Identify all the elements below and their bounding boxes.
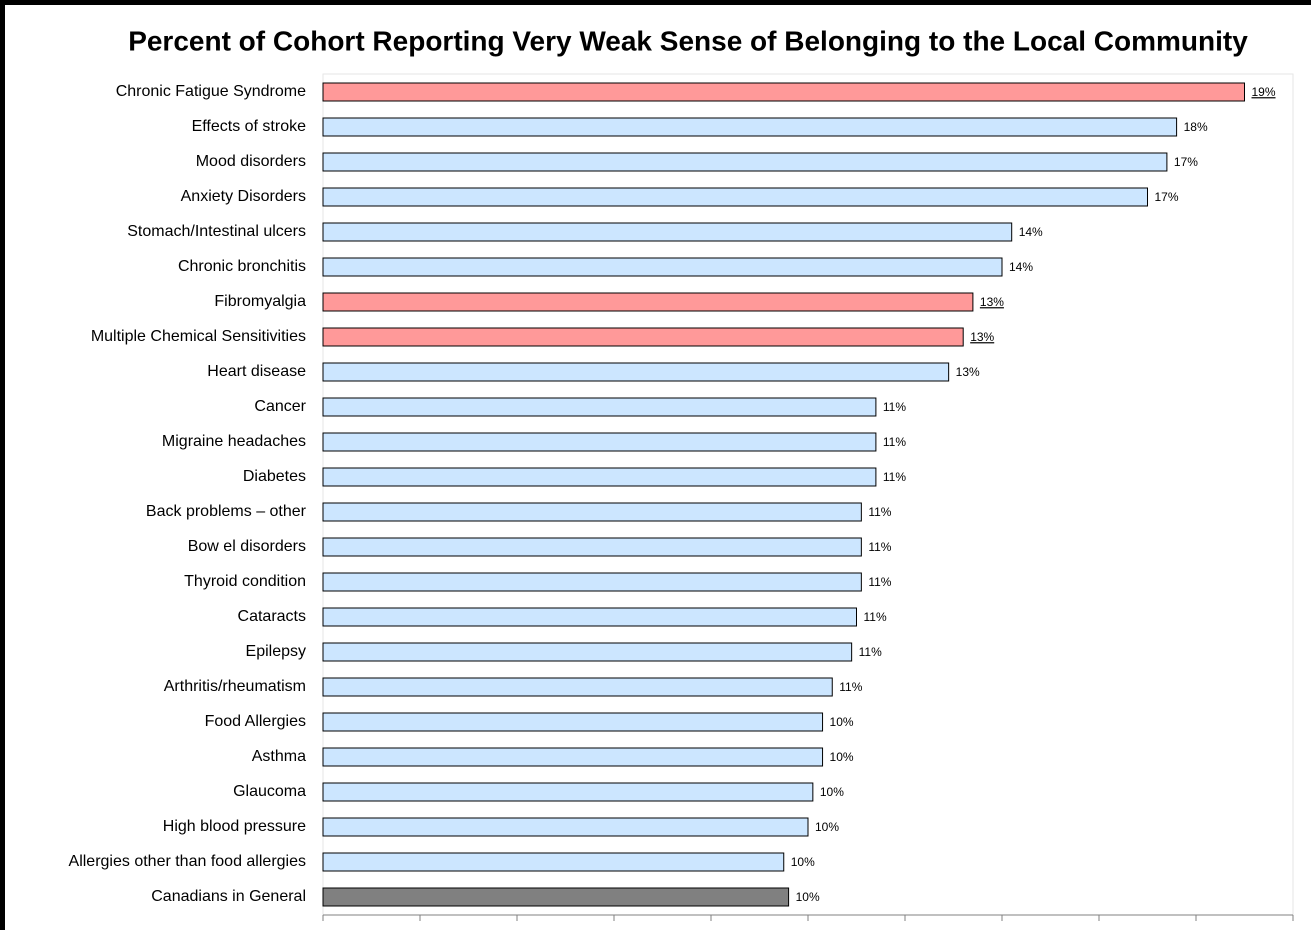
bar (322, 222, 1013, 242)
bar (322, 607, 857, 627)
bar (322, 292, 974, 312)
category-label: Cancer (254, 398, 306, 415)
bar (322, 852, 785, 872)
category-label: Canadians in General (151, 888, 306, 905)
value-label: 11% (864, 610, 887, 624)
bar (322, 642, 853, 662)
value-label: 13% (956, 365, 980, 379)
value-label: 14% (1019, 225, 1043, 239)
bar (322, 257, 1003, 277)
bar (322, 327, 964, 347)
bar (322, 397, 877, 417)
bar (322, 572, 862, 592)
value-label: 14% (1009, 260, 1033, 274)
category-label: Stomach/Intestinal ulcers (127, 223, 306, 240)
bar (322, 712, 824, 732)
category-label: Glaucoma (233, 783, 306, 800)
bar (322, 432, 877, 452)
category-label: Asthma (252, 748, 306, 765)
value-label: 10% (830, 715, 854, 729)
value-label: 11% (883, 435, 906, 449)
bar (322, 887, 790, 907)
category-label: Bow el disorders (188, 538, 306, 555)
category-label: Chronic Fatigue Syndrome (116, 83, 306, 100)
category-label: Fibromyalgia (214, 293, 306, 310)
bar (322, 502, 862, 522)
bar (322, 747, 824, 767)
bar (322, 187, 1148, 207)
value-label: 17% (1155, 190, 1179, 204)
value-label: 10% (820, 785, 844, 799)
category-label: Epilepsy (246, 643, 306, 660)
value-label: 10% (791, 855, 815, 869)
value-label: 17% (1174, 155, 1198, 169)
category-label: Multiple Chemical Sensitivities (91, 328, 306, 345)
category-label: High blood pressure (163, 818, 306, 835)
category-label: Mood disorders (196, 153, 306, 170)
bar (322, 817, 809, 837)
value-label: 11% (883, 400, 906, 414)
bar (322, 677, 833, 697)
category-label: Migraine headaches (162, 433, 306, 450)
category-label: Heart disease (207, 363, 306, 380)
value-label: 19% (1252, 85, 1276, 99)
bar (322, 82, 1245, 102)
category-label: Back problems – other (146, 503, 307, 520)
category-label: Arthritis/rheumatism (164, 678, 306, 695)
category-label: Thyroid condition (184, 573, 306, 590)
value-label: 10% (830, 750, 854, 764)
value-label: 11% (859, 645, 882, 659)
category-label: Allergies other than food allergies (69, 853, 306, 870)
bar (322, 152, 1168, 172)
value-label: 13% (980, 295, 1004, 309)
category-label: Effects of stroke (192, 118, 307, 135)
category-label: Anxiety Disorders (181, 188, 306, 205)
value-label: 18% (1184, 120, 1208, 134)
value-label: 13% (970, 330, 994, 344)
bar (322, 537, 862, 557)
value-label: 11% (868, 505, 891, 519)
bar (322, 467, 877, 487)
value-label: 11% (883, 470, 906, 484)
value-label: 11% (868, 540, 891, 554)
bar (322, 117, 1178, 137)
category-label: Diabetes (243, 468, 306, 485)
chart-title: Percent of Cohort Reporting Very Weak Se… (128, 25, 1248, 56)
bar (322, 362, 950, 382)
category-label: Food Allergies (205, 713, 306, 730)
category-label: Cataracts (238, 608, 306, 625)
value-label: 10% (815, 820, 839, 834)
value-label: 10% (796, 890, 820, 904)
bar (322, 782, 814, 802)
value-label: 11% (839, 680, 862, 694)
category-label: Chronic bronchitis (178, 258, 306, 275)
value-label: 11% (868, 575, 891, 589)
